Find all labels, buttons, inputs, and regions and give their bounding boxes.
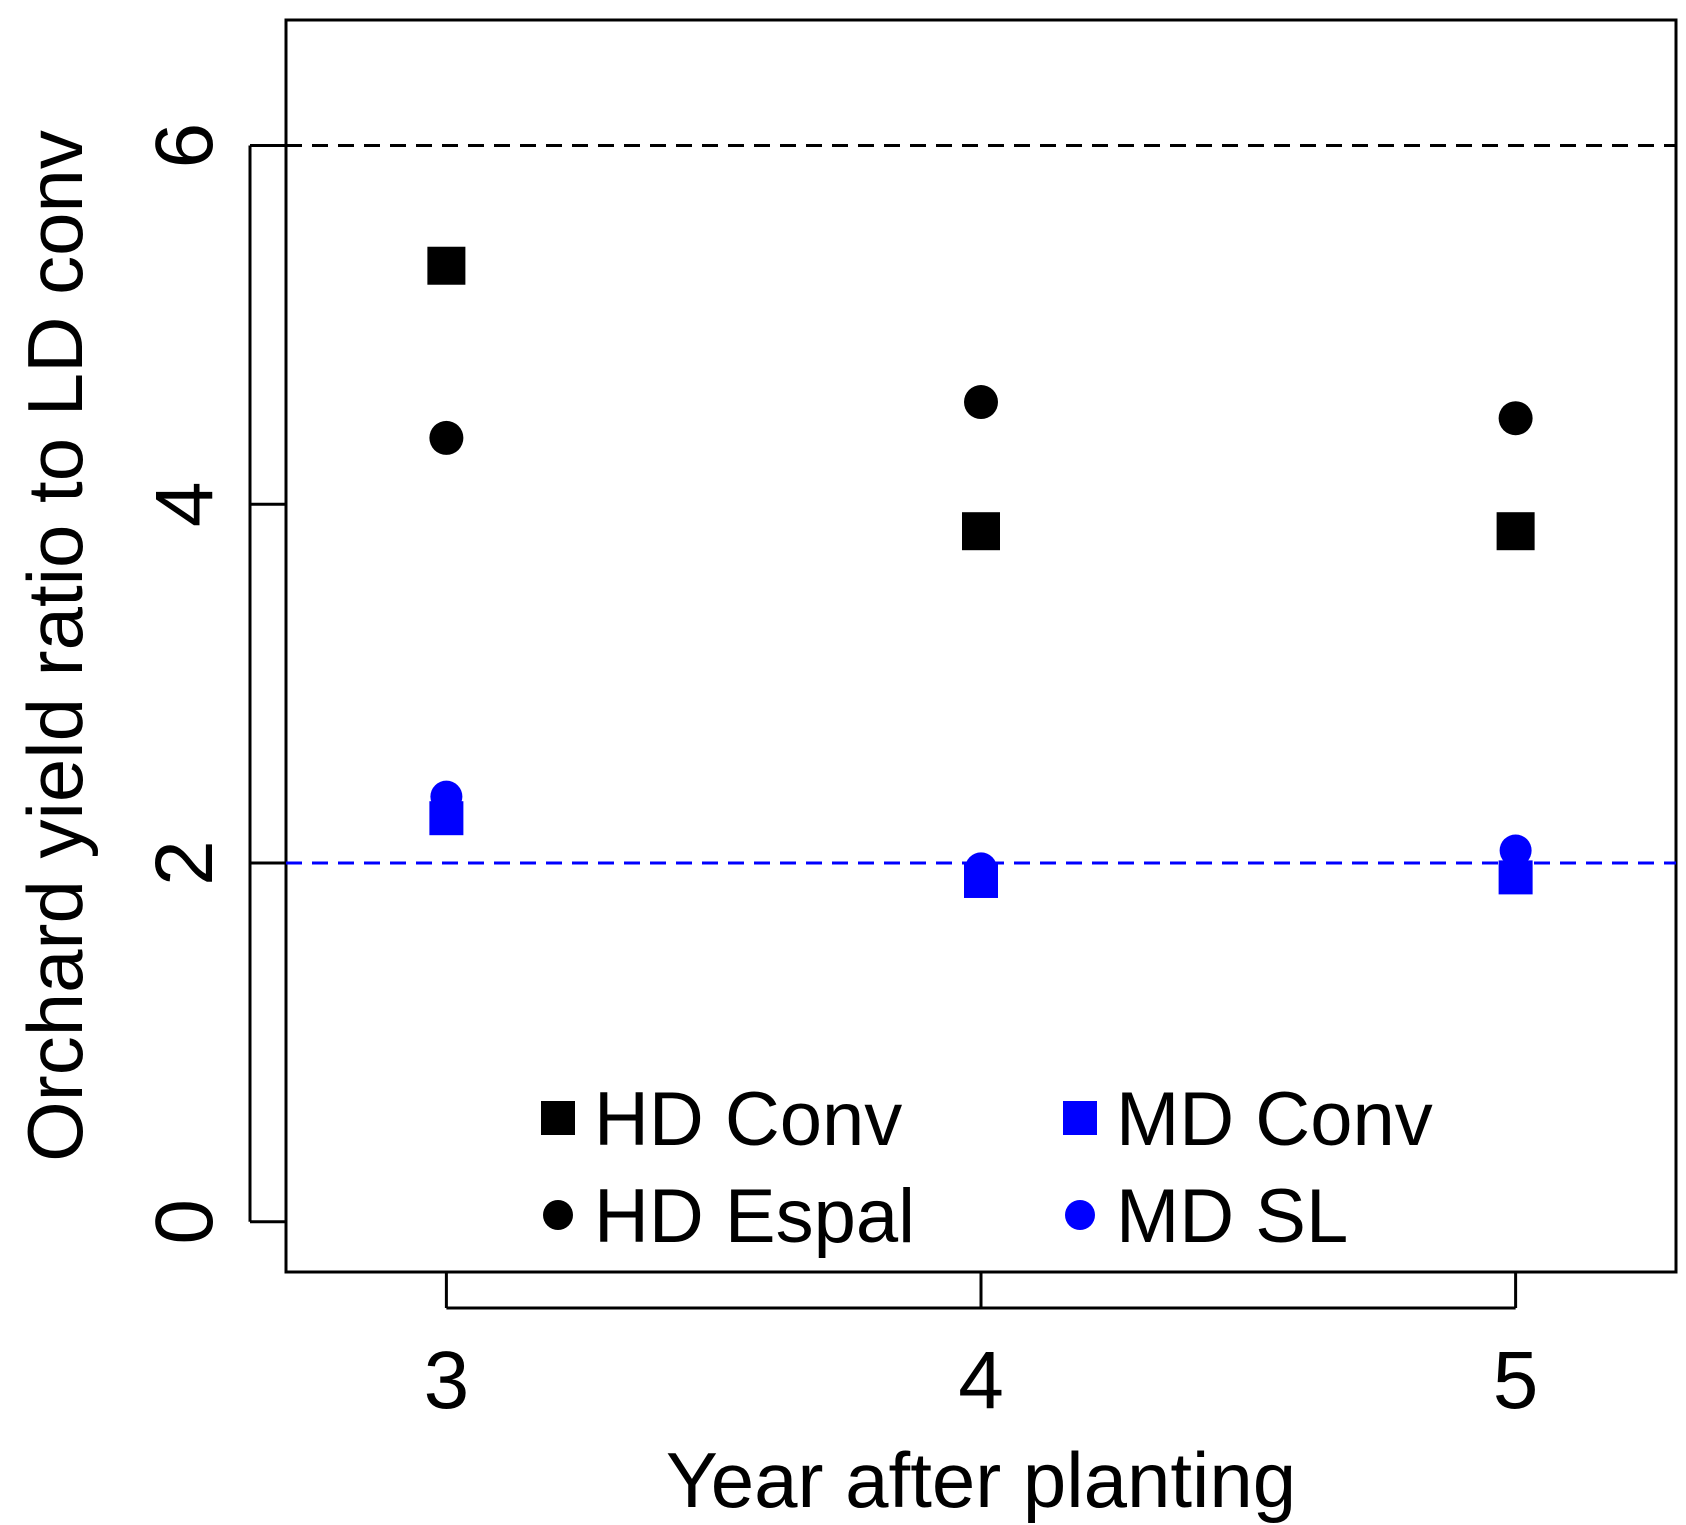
plot-frame [284,18,1678,1274]
point-series-2-x3 [429,420,464,455]
x-tick-label-4: 4 [958,1335,1004,1426]
data-points [427,246,1535,898]
legend-marker-2 [543,1200,573,1230]
x-tick-label-5: 5 [1493,1335,1539,1426]
legend-marker-3 [1063,1101,1097,1135]
point-series-2-x4 [964,385,998,420]
y-tick-label-0: 0 [139,1199,230,1245]
point-series-1-x4 [962,512,1000,551]
x-tick-label-3: 3 [424,1335,470,1426]
legend-label-1: HD Conv [594,1077,902,1162]
legend-marker-1 [541,1101,575,1135]
y-axis-title: Orchard yield ratio to LD conv [11,130,99,1162]
legend-marker-4 [1065,1200,1095,1230]
point-series-1-x5 [1496,512,1535,551]
y-tick-label-4: 4 [139,481,230,527]
y-tick-label-6: 6 [139,123,230,169]
x-axis-title: Year after planting [666,1436,1296,1524]
legend: HD Conv MD Conv HD Espal MD SL [541,1077,1433,1259]
y-tick-label-2: 2 [139,840,230,886]
legend-label-2: HD Espal [594,1174,915,1259]
point-series-4-x5 [1499,834,1532,867]
point-series-4-x3 [430,780,463,813]
y-axis: 0 2 4 6 [139,123,286,1245]
legend-label-4: MD SL [1116,1174,1348,1259]
x-axis: 3 4 5 [424,1272,1539,1426]
point-series-4-x4 [965,852,997,885]
point-series-1-x3 [427,246,466,285]
legend-label-3: MD Conv [1116,1077,1433,1162]
point-series-2-x5 [1498,401,1533,436]
reference-lines [286,144,1676,865]
